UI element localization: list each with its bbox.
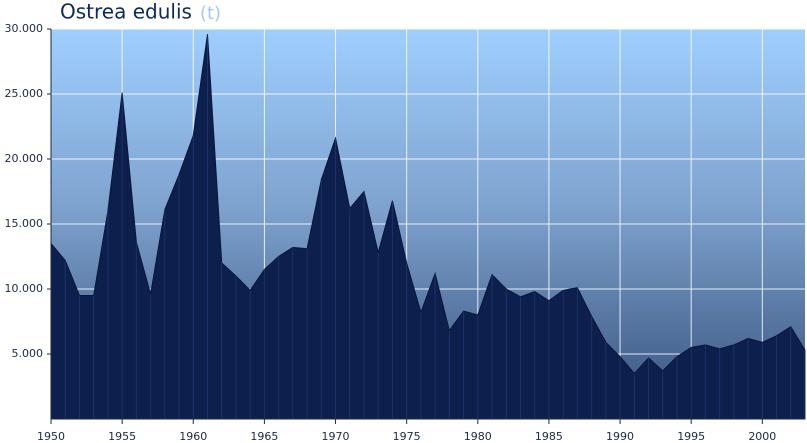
x-tick-label: 1990 — [606, 430, 634, 443]
x-tick-label: 1980 — [464, 430, 492, 443]
y-tick-label: 5.000 — [12, 347, 44, 360]
y-tick-label: 30.000 — [5, 22, 44, 35]
y-tick-label: 20.000 — [5, 152, 44, 165]
y-tick-label: 15.000 — [5, 217, 44, 230]
y-tick-label: 10.000 — [5, 282, 44, 295]
x-tick-label: 1950 — [37, 430, 65, 443]
x-tick-label: 1970 — [322, 430, 350, 443]
x-tick-label: 1975 — [393, 430, 421, 443]
x-tick-label: 1960 — [179, 430, 207, 443]
x-tick-label: 1965 — [250, 430, 278, 443]
x-tick-label: 1995 — [677, 430, 705, 443]
chart-title: Ostrea edulis — [60, 0, 192, 24]
y-tick-label: 25.000 — [5, 87, 44, 100]
x-tick-label: 1955 — [108, 430, 136, 443]
x-tick-label: 1985 — [535, 430, 563, 443]
unit-label: (t) — [200, 3, 221, 24]
x-tick-label: 2000 — [748, 430, 776, 443]
